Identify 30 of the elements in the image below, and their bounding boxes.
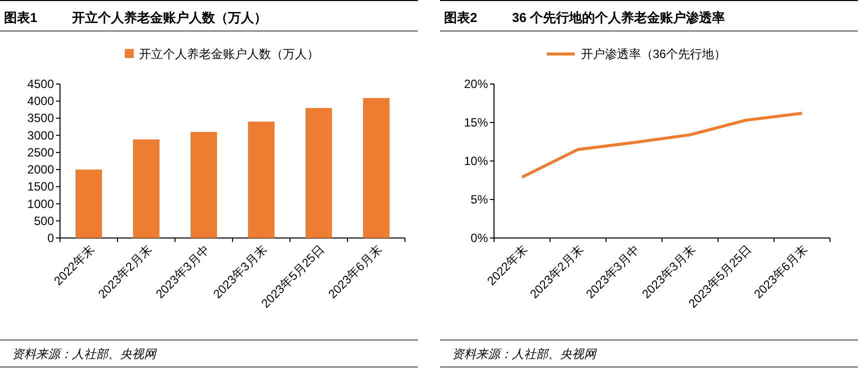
y-tick-label: 1500 bbox=[27, 180, 54, 194]
text: 资料来源：人社部、央视网 bbox=[452, 347, 598, 361]
y-tick-label: 15% bbox=[464, 116, 488, 130]
chart-title: 图表2 bbox=[444, 10, 478, 25]
line-series bbox=[520, 112, 804, 179]
y-tick-label: 2000 bbox=[27, 162, 54, 177]
y-tick-label: 4000 bbox=[27, 94, 54, 108]
bar bbox=[76, 170, 102, 238]
y-tick-label: 0 bbox=[47, 231, 54, 245]
bar bbox=[248, 122, 274, 238]
y-tick-label: 1000 bbox=[27, 196, 54, 211]
bar bbox=[133, 139, 160, 238]
y-tick-label: 5% bbox=[470, 192, 488, 206]
chart-subtitle: 开立个人养老金账户人数（万人） bbox=[71, 10, 267, 25]
y-tick-label: 2500 bbox=[27, 145, 54, 160]
text: 资料来源：人社部、央视网 bbox=[12, 347, 158, 361]
y-tick-label: 0% bbox=[470, 231, 488, 245]
y-tick-label: 20% bbox=[464, 77, 488, 91]
chart-subtitle: 36 个先行地的个人养老金账户渗透率 bbox=[512, 10, 726, 25]
legend-label: 开户渗透率（36个先行地） bbox=[580, 47, 726, 61]
y-tick-label: 3000 bbox=[27, 128, 54, 142]
bar bbox=[190, 132, 217, 238]
y-tick-label: 10% bbox=[464, 154, 488, 168]
chart-title: 图表1 bbox=[4, 10, 38, 25]
y-tick-label: 4500 bbox=[27, 77, 54, 91]
legend-label: 开立个人养老金账户人数（万人） bbox=[138, 47, 319, 61]
y-tick-label: 3500 bbox=[27, 111, 54, 126]
bar bbox=[306, 108, 332, 238]
bar bbox=[363, 98, 390, 238]
y-tick-label: 500 bbox=[34, 214, 54, 228]
